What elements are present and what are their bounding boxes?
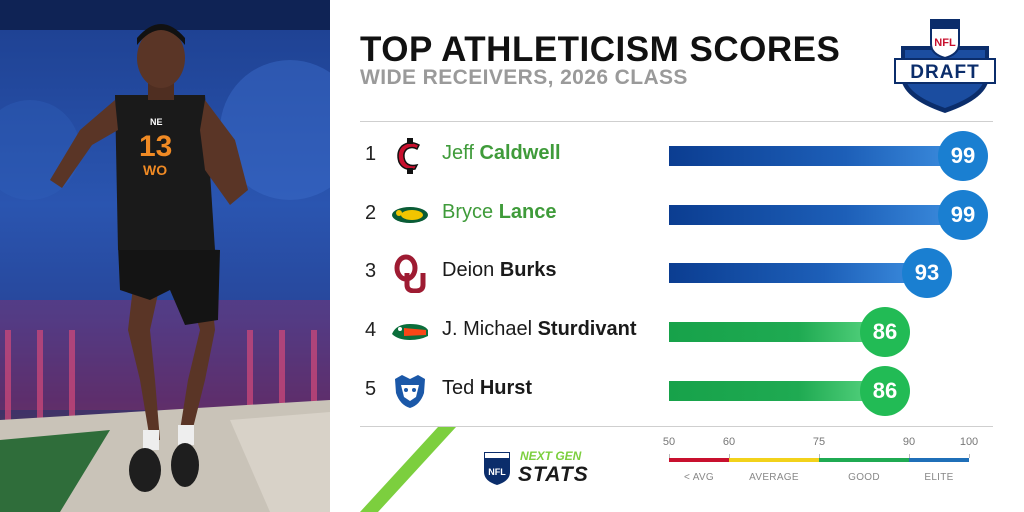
table-row: 4 J. Michael Sturdivant 86 [360,307,1000,357]
rank-number: 1 [365,143,377,165]
scale-tick-label: 75 [812,436,826,448]
player-last-name: Hurst [479,377,533,399]
scale-tick-mark [969,454,970,458]
player-photo: 13 WO NE [0,0,330,512]
scale-tick-mark [909,454,910,458]
score-scale-legend: 50 60 75 90 100 < AVG AVERAGE GOOD ELITE [663,436,978,488]
score-badge: 99 [938,131,988,181]
score-badge: 93 [902,248,952,298]
score-bar [669,263,927,283]
player-name: Jeff Caldwell [442,142,561,165]
player-last-name: Burks [499,259,557,281]
scale-tick-mark [669,454,670,458]
jersey-brand: NE [150,117,163,127]
table-row: 5 Ted Hurst 86 [360,366,1000,416]
score-badge: 86 [860,307,910,357]
player-first-name: Ted [442,377,480,399]
scale-segment [669,458,729,462]
player-first-name: Bryce [442,201,499,223]
georgia-state-panther-logo [390,371,430,411]
scale-segment-label: GOOD [848,472,880,483]
score-badge: 86 [860,366,910,416]
table-row: 3 Deion Burks 93 [360,248,1000,298]
scale-segment [909,458,969,462]
oklahoma-ou-logo [390,253,430,294]
score-bar [669,322,885,342]
decorative-slash [360,427,456,512]
chart-subtitle: WIDE RECEIVERS, 2026 CLASS [360,66,688,89]
nfl-shield-text: NFL [934,37,956,49]
florida-gator-logo [390,312,430,352]
player-name: Ted Hurst [442,377,532,400]
scale-segment [729,458,819,462]
rank-number: 2 [365,202,377,224]
ngs-line-1: NEXT GEN [520,449,582,463]
score-bar [669,146,963,166]
player-last-name: Sturdivant [537,318,637,340]
ngs-line-2: STATS [518,463,589,486]
scale-tick-label: 60 [722,436,736,448]
scale-tick-mark [819,454,820,458]
draft-banner-text: DRAFT [910,62,979,83]
table-row: 2 Bryce Lance 99 [360,190,1000,240]
player-name: J. Michael Sturdivant [442,318,637,341]
rank-number: 4 [365,319,377,341]
jersey-position: WO [143,162,168,178]
player-first-name: Deion [442,259,500,281]
scale-tick-label: 50 [662,436,676,448]
scale-tick-label: 100 [959,436,979,448]
footer-divider [360,426,993,427]
scale-segment-label: < AVG [684,472,714,483]
next-gen-stats-logo: NFL NEXT GEN STATS [484,449,589,486]
jersey-number: 13 [139,130,173,163]
player-name: Bryce Lance [442,201,557,224]
player-name: Deion Burks [442,259,557,282]
score-bar [669,205,963,225]
scale-segment-label: ELITE [924,472,954,483]
nfl-draft-logo: NFL DRAFT [894,19,996,113]
ndsu-bison-logo [390,195,430,235]
player-photo-illustration [0,0,330,512]
scale-tick-label: 90 [902,436,916,448]
scale-tick-mark [729,454,730,458]
rank-number: 3 [365,260,377,282]
scale-segment-label: AVERAGE [749,472,799,483]
player-last-name: Lance [498,201,557,223]
score-bar [669,381,885,401]
rank-number: 5 [365,378,377,400]
table-row: 1 Jeff Caldwell 99 [360,131,1000,181]
header-divider [360,121,993,122]
chart-title: TOP ATHLETICISM SCORES [360,30,841,69]
player-last-name: Caldwell [479,142,561,164]
ngs-shield-text: NFL [488,467,506,477]
player-first-name: Jeff [442,142,480,164]
player-first-name: J. Michael [442,318,538,340]
scale-segment [819,458,909,462]
score-badge: 99 [938,190,988,240]
cincinnati-c-logo [390,136,430,176]
